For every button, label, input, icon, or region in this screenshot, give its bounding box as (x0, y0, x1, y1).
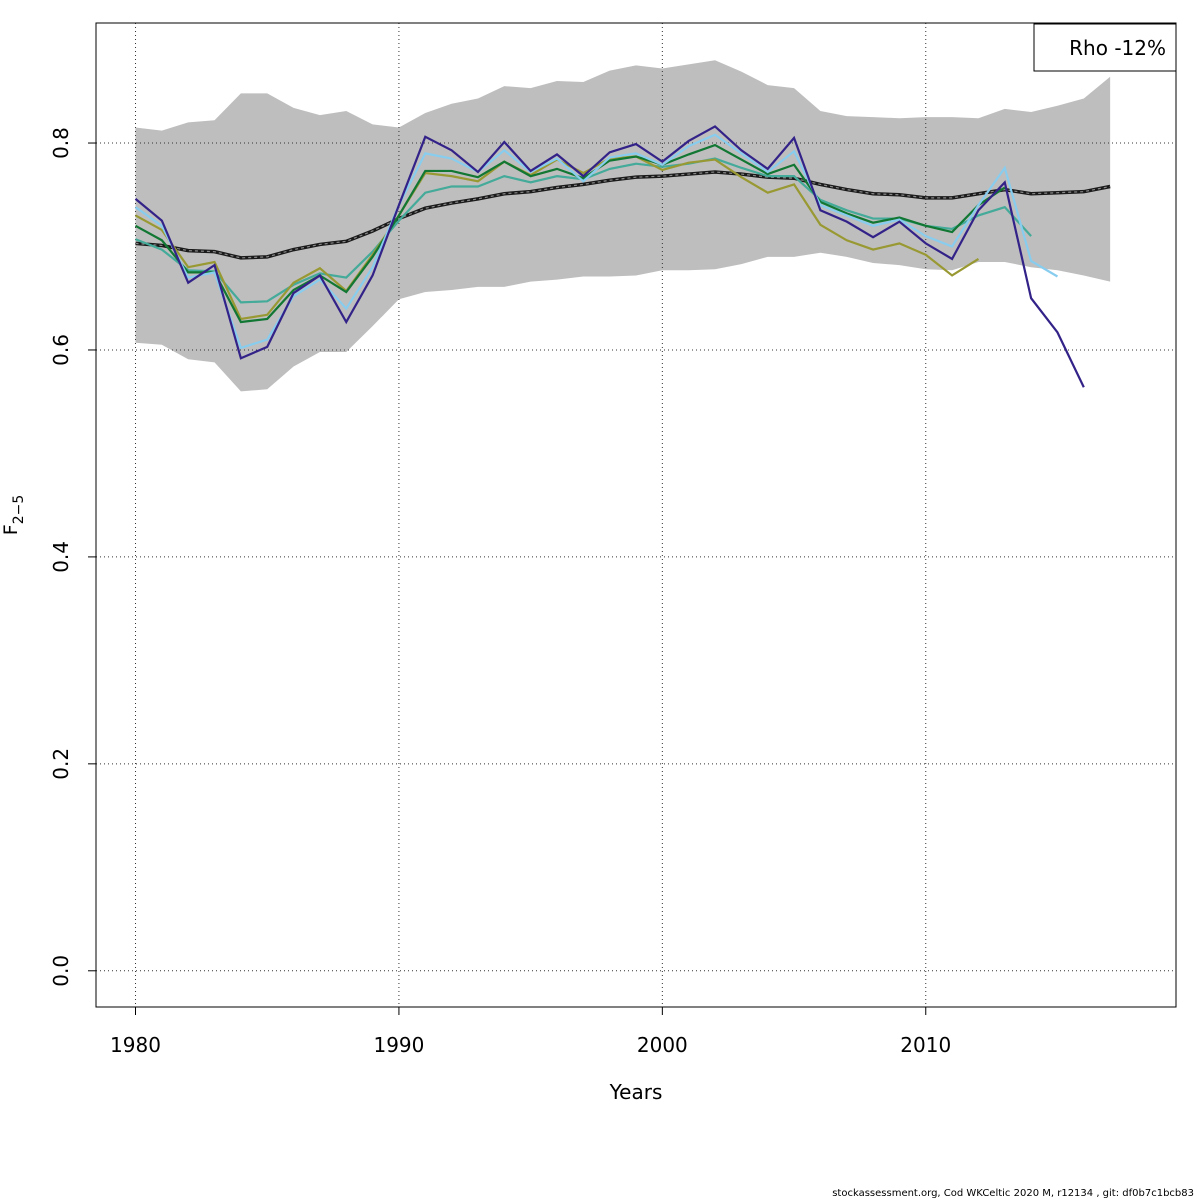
x-tick-label: 2000 (637, 1033, 688, 1057)
x-tick-label: 2010 (900, 1033, 951, 1057)
y-tick-label: 0.2 (49, 748, 73, 780)
series-line-base-run (134, 125, 1085, 388)
legend-text: Rho -12% (1069, 36, 1166, 60)
series-line-peel-2 (134, 143, 1006, 324)
y-tick-label: 0.0 (49, 955, 73, 987)
legend-box (1033, 23, 1177, 72)
y-tick-label: 0.6 (49, 334, 73, 366)
x-tick-label: 1980 (110, 1033, 161, 1057)
x-tick-label: 1990 (373, 1033, 424, 1057)
y-axis-label-main: F (0, 524, 22, 535)
series-line-full-estimate-dash (135, 171, 1111, 259)
y-axis-label-sub: 2−5 (11, 495, 27, 525)
x-axis-label: Years (609, 1080, 663, 1104)
footer-credit: stockassessment.org, Cod WKCeltic 2020 M… (832, 1188, 1194, 1199)
legend: Rho -12% (1033, 23, 1177, 72)
y-tick-label: 0.8 (49, 127, 73, 159)
svg-text:F2−5: F2−5 (0, 495, 27, 535)
y-axis-label: F2−5 (0, 495, 27, 535)
y-tick-label: 0.4 (49, 541, 73, 573)
confidence-band (135, 60, 1111, 392)
